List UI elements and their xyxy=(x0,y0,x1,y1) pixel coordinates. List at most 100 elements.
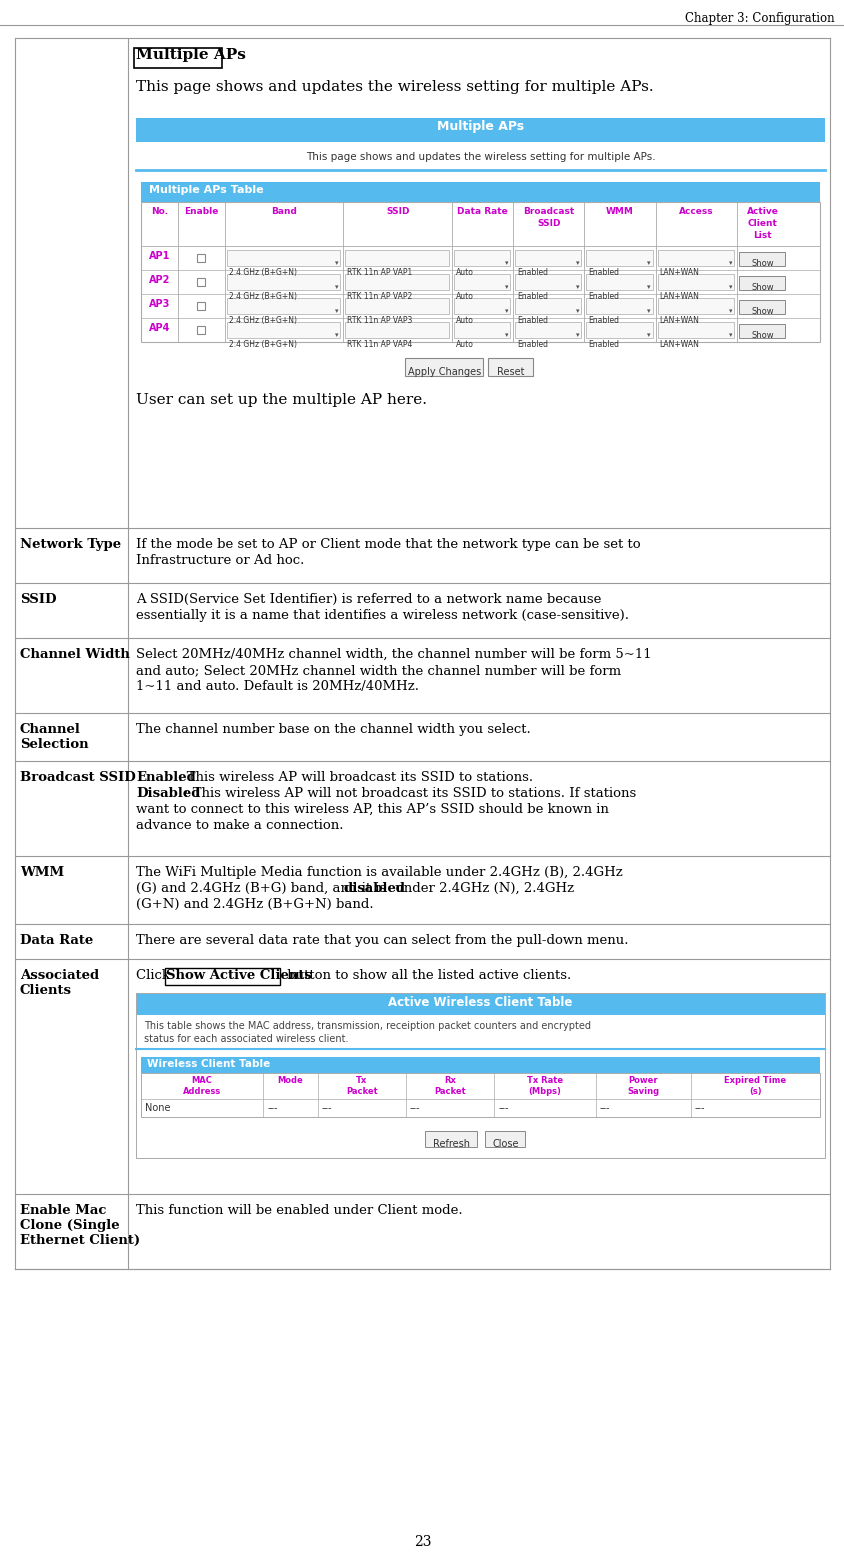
Text: 2.4 GHz (B+G+N): 2.4 GHz (B+G+N) xyxy=(228,267,296,277)
Text: Client: Client xyxy=(747,219,776,229)
Text: MAC: MAC xyxy=(192,1076,213,1085)
Text: Enabled: Enabled xyxy=(587,341,619,348)
Text: want to connect to this wireless AP, this AP’s SSID should be known in: want to connect to this wireless AP, thi… xyxy=(136,802,609,816)
Bar xyxy=(738,275,784,289)
Text: ▾: ▾ xyxy=(504,333,507,337)
Bar xyxy=(738,252,784,266)
Bar xyxy=(738,323,784,337)
Bar xyxy=(165,969,279,984)
Text: LAN+WAN: LAN+WAN xyxy=(659,316,699,325)
Text: ---: --- xyxy=(322,1102,332,1113)
Text: SSID: SSID xyxy=(536,219,560,229)
Bar xyxy=(515,250,581,266)
Text: ▾: ▾ xyxy=(334,260,338,266)
Text: Data Rate: Data Rate xyxy=(20,935,93,947)
Text: ▾: ▾ xyxy=(576,308,579,314)
Text: Enable: Enable xyxy=(184,207,219,216)
Text: Select 20MHz/40MHz channel width, the channel number will be form 5~11: Select 20MHz/40MHz channel width, the ch… xyxy=(136,648,651,661)
Text: ▾: ▾ xyxy=(728,333,731,337)
Text: Wireless Client Table: Wireless Client Table xyxy=(147,1059,270,1068)
Text: ---: --- xyxy=(267,1102,278,1113)
Bar xyxy=(453,274,510,289)
Text: Packet: Packet xyxy=(345,1087,377,1096)
Bar xyxy=(515,299,581,314)
Text: Address: Address xyxy=(183,1087,221,1096)
Text: Tx Rate: Tx Rate xyxy=(527,1076,562,1085)
Text: 2.4 GHz (B+G+N): 2.4 GHz (B+G+N) xyxy=(228,292,296,302)
Text: Broadcast SSID: Broadcast SSID xyxy=(20,771,136,784)
Text: ▾: ▾ xyxy=(647,308,650,314)
Text: ▾: ▾ xyxy=(728,285,731,289)
Bar xyxy=(141,202,819,342)
Text: (Mbps): (Mbps) xyxy=(528,1087,560,1096)
Text: 1~11 and auto. Default is 20MHz/40MHz.: 1~11 and auto. Default is 20MHz/40MHz. xyxy=(136,680,419,694)
Bar xyxy=(657,274,733,289)
Bar xyxy=(136,118,824,142)
Text: Enabled: Enabled xyxy=(136,771,196,784)
Text: ▾: ▾ xyxy=(647,260,650,266)
Text: AP2: AP2 xyxy=(149,275,170,285)
Text: ▾: ▾ xyxy=(334,308,338,314)
Text: Multiple APs Table: Multiple APs Table xyxy=(149,185,263,194)
Text: Auto: Auto xyxy=(456,292,473,302)
Text: ▾: ▾ xyxy=(576,285,579,289)
Text: Channel
Selection: Channel Selection xyxy=(20,723,89,751)
Text: Click: Click xyxy=(136,969,174,983)
Bar xyxy=(197,278,205,286)
Text: This table shows the MAC address, transmission, receiption packet counters and e: This table shows the MAC address, transm… xyxy=(143,1022,590,1031)
Bar xyxy=(226,299,340,314)
Bar xyxy=(226,250,340,266)
Text: Auto: Auto xyxy=(456,316,473,325)
Bar xyxy=(453,322,510,337)
Bar xyxy=(657,250,733,266)
Text: Data Rate: Data Rate xyxy=(457,207,507,216)
Bar xyxy=(738,300,784,314)
Text: ▾: ▾ xyxy=(334,285,338,289)
Text: ---: --- xyxy=(409,1102,419,1113)
Text: AP4: AP4 xyxy=(149,323,170,333)
Text: SSID: SSID xyxy=(20,592,57,606)
Text: Show: Show xyxy=(750,283,773,292)
Text: User can set up the multiple AP here.: User can set up the multiple AP here. xyxy=(136,393,426,407)
Text: No.: No. xyxy=(151,207,168,216)
Text: Apply Changes: Apply Changes xyxy=(408,367,480,376)
Text: AP3: AP3 xyxy=(149,299,170,309)
Text: ▾: ▾ xyxy=(504,285,507,289)
Text: LAN+WAN: LAN+WAN xyxy=(659,267,699,277)
Bar xyxy=(345,299,448,314)
Text: Enabled: Enabled xyxy=(517,292,548,302)
Bar xyxy=(345,322,448,337)
Text: 2.4 GHz (B+G+N): 2.4 GHz (B+G+N) xyxy=(228,316,296,325)
Text: Channel Width: Channel Width xyxy=(20,648,130,661)
Text: Active: Active xyxy=(746,207,777,216)
Bar xyxy=(197,327,205,334)
Text: Show Active Clients: Show Active Clients xyxy=(165,969,311,983)
Text: WMM: WMM xyxy=(20,866,64,879)
Text: : This wireless AP will broadcast its SSID to stations.: : This wireless AP will broadcast its SS… xyxy=(178,771,533,784)
Text: The channel number base on the channel width you select.: The channel number base on the channel w… xyxy=(136,723,530,736)
Text: ▾: ▾ xyxy=(728,308,731,314)
Text: ▾: ▾ xyxy=(504,308,507,314)
Text: List: List xyxy=(752,232,771,239)
Bar xyxy=(141,182,819,202)
Text: Rx: Rx xyxy=(443,1076,456,1085)
Text: Multiple APs: Multiple APs xyxy=(436,120,523,134)
Text: Access: Access xyxy=(679,207,713,216)
Bar xyxy=(586,250,652,266)
Text: (G+N) and 2.4GHz (B+G+N) band.: (G+N) and 2.4GHz (B+G+N) band. xyxy=(136,897,373,911)
Text: 23: 23 xyxy=(414,1535,430,1549)
Text: ---: --- xyxy=(694,1102,705,1113)
Text: : This wireless AP will not broadcast its SSID to stations. If stations: : This wireless AP will not broadcast it… xyxy=(184,787,636,799)
Text: WMM: WMM xyxy=(605,207,633,216)
Text: disabled: disabled xyxy=(343,882,405,896)
Text: RTK 11n AP VAP2: RTK 11n AP VAP2 xyxy=(347,292,412,302)
Text: LAN+WAN: LAN+WAN xyxy=(659,292,699,302)
Text: Tx: Tx xyxy=(355,1076,367,1085)
Text: Band: Band xyxy=(271,207,296,216)
Text: and auto; Select 20MHz channel width the channel number will be form: and auto; Select 20MHz channel width the… xyxy=(136,664,620,676)
Text: ▾: ▾ xyxy=(504,260,507,266)
Text: Expired Time: Expired Time xyxy=(723,1076,786,1085)
Text: LAN+WAN: LAN+WAN xyxy=(659,341,699,348)
Text: ▾: ▾ xyxy=(647,333,650,337)
Text: ▾: ▾ xyxy=(334,333,338,337)
